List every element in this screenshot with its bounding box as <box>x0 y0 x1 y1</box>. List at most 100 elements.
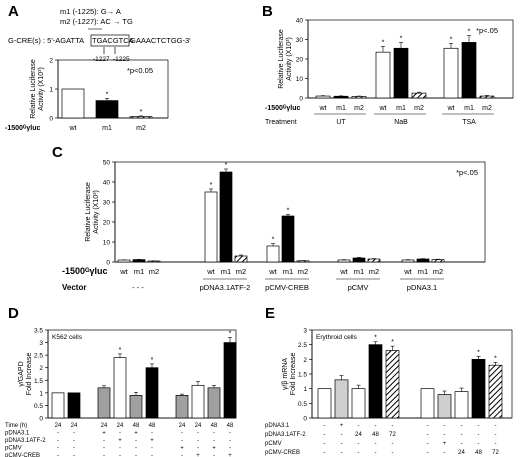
panel-d-ylabel: γ/GAPDFold Increase <box>18 353 33 396</box>
panel-e-bar <box>385 350 400 419</box>
panel-c-frame <box>114 161 486 263</box>
panel-e-bar <box>368 344 383 419</box>
panel-e-row-label: pCMV <box>265 441 282 447</box>
panel-d-bar <box>207 387 221 419</box>
panel-d-table-cell: + <box>180 446 184 452</box>
panel-b-bar <box>351 96 367 99</box>
panel-c-bar <box>352 257 366 263</box>
panel-c-group-label: pDNA3.1ATF-2 <box>200 283 251 292</box>
panel-c-bar <box>416 258 430 263</box>
panel-c-category-label: m2 <box>369 267 379 276</box>
panel-d-table-cell: 24 <box>179 423 186 429</box>
panel-d-bar-significance-star: * <box>119 347 122 354</box>
panel-d-row-label: pDNA3.1 <box>5 431 30 437</box>
panel-d-table-cell: - <box>135 446 137 452</box>
panel-d-table-cell: - <box>103 438 105 444</box>
panel-e-bar <box>454 391 469 419</box>
panel-b-category-label: m1 <box>336 105 346 112</box>
panel-a-chart: 0 1 2 Relative LuciferaseActivity (X10³) *p<… <box>5 58 169 132</box>
panel-e-table-cell: - <box>495 432 497 438</box>
panel-d-table-cell: - <box>73 431 75 437</box>
panel-e-table-cell: 48 <box>372 432 379 438</box>
panel-b-ytick-label: 30 <box>296 37 304 44</box>
panel-b-bar <box>333 95 349 99</box>
panel-d-table-cell: - <box>57 438 59 444</box>
panel-c-bar <box>401 259 415 263</box>
panel-d-table-cell: - <box>213 438 215 444</box>
panel-c-category-label: m2 <box>149 267 159 276</box>
panel-c-category-label: wt <box>206 267 215 276</box>
panel-a-significance-note: *p<0.05 <box>127 66 153 75</box>
panel-e-table-cell: 72 <box>492 450 499 456</box>
panel-c-ytick-label: 30 <box>103 200 111 207</box>
panel-e-table-cell: - <box>478 432 480 438</box>
panel-a-row-label: -1500ᴳγluc <box>5 125 41 132</box>
panel-d-bar-significance-star: * <box>229 331 232 338</box>
panel-c-category-label: m1 <box>418 267 428 276</box>
panel-d-ytick-label: 1.5 <box>34 378 43 385</box>
panel-e-bar-significance-star: * <box>477 349 480 356</box>
panel-b-bar <box>479 95 495 99</box>
panel-d-table-cell: 24 <box>101 423 108 429</box>
panel-e-table-cell: 24 <box>458 450 465 456</box>
panel-c-category-label: wt <box>119 267 128 276</box>
panel-d-table-cell: 48 <box>149 423 156 429</box>
panel-c-category-label: m1 <box>134 267 144 276</box>
panel-a-category-label: m1 <box>102 125 112 132</box>
panel-d-table-cell: + <box>118 438 122 444</box>
panel-e-ytick-label: 0 <box>303 416 307 423</box>
panel-b-category-label: m2 <box>354 105 364 112</box>
panel-e-bar <box>437 394 452 419</box>
panel-b-ytick-label: 0 <box>299 96 303 103</box>
position-1225: -1225 <box>113 56 130 63</box>
panel-b-bar-significance-star: * <box>468 29 471 36</box>
panel-e-table-cell: + <box>340 423 344 429</box>
panel-b-significance-note: *p<.05 <box>476 26 498 35</box>
panel-d-table-cell: - <box>119 453 121 457</box>
panel-d-table-cell: + <box>150 438 154 444</box>
panel-d-chart: 0 0.5 1 1.5 2 2.5 3 3.5 γ/GAPDFold Increase K562 … <box>5 328 237 457</box>
panel-e-bar <box>351 388 366 419</box>
panel-e-table-cell: + <box>443 441 447 447</box>
panel-c-bar-significance-star: * <box>225 162 228 169</box>
panel-b-bar <box>411 92 427 99</box>
panel-e-table-cell: - <box>427 450 429 456</box>
panel-d-table-cell: - <box>229 431 231 437</box>
panel-d-table-cell: - <box>57 431 59 437</box>
panel-c-category-label: wt <box>268 267 277 276</box>
sequence-box <box>90 34 130 47</box>
panel-b-ytick-label: 10 <box>296 76 304 83</box>
panel-e-bar <box>334 379 349 419</box>
panel-d-table-cell: - <box>151 446 153 452</box>
panel-d-table-cell: 24 <box>55 423 62 429</box>
panel-c-ylabel: Relative LuciferaseActivity (X10³) <box>85 182 100 242</box>
panel-label-d: D <box>8 305 19 322</box>
mutation-m1: m1 (-1225): G→ A <box>60 7 121 16</box>
panel-b-group-label: TSA <box>462 119 476 126</box>
panel-e-ytick-label: 2.5 <box>298 342 307 349</box>
panel-b-ytick-label: 20 <box>296 57 304 64</box>
panel-d-row-label: pCMV <box>5 446 22 452</box>
panel-d-table-cell: - <box>103 446 105 452</box>
panel-e-row-label: pCMV-CREB <box>265 450 300 456</box>
panel-c-bar <box>234 255 248 263</box>
panel-d-bar <box>97 387 111 419</box>
panel-e-table-cell: - <box>375 423 377 429</box>
panel-d-table-cell: - <box>57 453 59 457</box>
panel-d-table-cell: + <box>134 431 138 437</box>
panel-d-table-cell: - <box>229 446 231 452</box>
panel-e-table-cell: - <box>341 450 343 456</box>
panel-e-table-cell: - <box>358 441 360 447</box>
panel-e-inset-label: Erythroid cells <box>316 334 358 341</box>
panel-e-bar-significance-star: * <box>391 339 394 346</box>
panel-d-ytick-label: 3 <box>39 340 43 347</box>
panel-a-ytick-label: 0 <box>49 116 53 123</box>
panel-c-group-label: - - - <box>132 283 144 292</box>
panel-d-table-cell: - <box>197 446 199 452</box>
panel-b-row2-label: Treatment <box>265 119 297 126</box>
panel-d-table-cell: 24 <box>195 423 202 429</box>
panel-a-ytick-label: 1 <box>49 87 53 94</box>
panel-b-bar-significance-star: * <box>382 39 385 46</box>
panel-d-bar <box>175 395 189 419</box>
